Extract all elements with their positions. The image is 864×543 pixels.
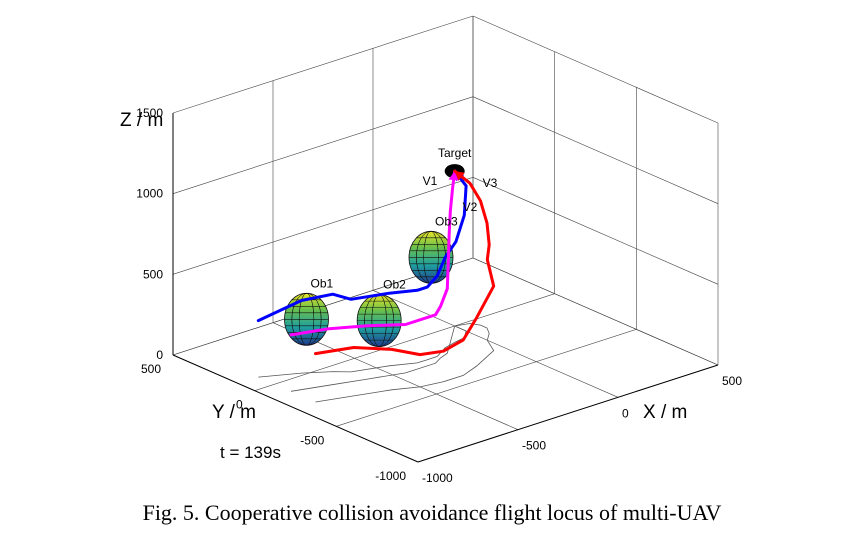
trajectory-v3 xyxy=(314,169,496,357)
series-label-v2: V2 xyxy=(463,200,478,214)
y-axis-label: Y / m xyxy=(212,402,256,423)
wall-grid-line xyxy=(472,15,719,124)
y-tick-label: -1000 xyxy=(375,469,406,483)
obstacle-label: Ob1 xyxy=(311,276,334,290)
obstacle-sphere xyxy=(284,292,329,346)
y-axis-line xyxy=(172,354,419,463)
y-tick-label: 500 xyxy=(141,362,161,376)
x-axis-line xyxy=(417,364,719,463)
trajectory-v2 xyxy=(289,169,457,337)
obstacle-label: Ob3 xyxy=(435,214,458,228)
trajectories xyxy=(256,169,496,357)
x-tick-label: 500 xyxy=(722,374,742,388)
axes-box xyxy=(172,113,719,463)
z-tick-label: 1000 xyxy=(136,187,163,201)
z-tick-label: 0 xyxy=(156,348,163,362)
obstacles xyxy=(284,164,465,348)
x-tick-label: -1000 xyxy=(422,471,453,485)
series-label-v1: V1 xyxy=(423,174,438,188)
obstacle-label: Ob2 xyxy=(383,278,406,292)
wall-grid-line xyxy=(172,96,474,194)
y-tick-label: -500 xyxy=(300,433,324,447)
z-axis-label: Z / m xyxy=(120,110,163,131)
trajectory-projection xyxy=(290,325,456,392)
y-tick-label: 0 xyxy=(236,398,243,412)
floor-grid-line xyxy=(336,329,637,427)
series-label-v3: V3 xyxy=(483,176,498,190)
trajectory-v1 xyxy=(256,169,468,323)
time-label: t = 139s xyxy=(220,443,281,462)
arrowhead-v3 xyxy=(454,171,465,181)
wall-grid-line xyxy=(472,96,719,204)
z-tick-label: 500 xyxy=(143,267,163,281)
sphere-longitude xyxy=(291,293,322,346)
floor-grid-line xyxy=(372,290,619,398)
wall-grid-line xyxy=(472,257,719,366)
z-tick-label: 1500 xyxy=(136,106,163,120)
arrowhead-v2 xyxy=(448,171,459,181)
wall-grid-line xyxy=(172,177,474,275)
figure-caption: Fig. 5. Cooperative collision avoidance … xyxy=(142,500,722,525)
wall-grid-line xyxy=(172,15,474,114)
obstacle-sphere xyxy=(356,294,402,348)
x-axis-label: X / m xyxy=(643,402,687,423)
trajectory-projection xyxy=(315,323,495,403)
target-label: Target xyxy=(438,146,472,160)
x-tick-label: -500 xyxy=(522,439,546,453)
wall-grid-line xyxy=(472,177,719,285)
x-tick-label: 0 xyxy=(622,406,629,420)
floor-grid-line xyxy=(254,293,555,391)
